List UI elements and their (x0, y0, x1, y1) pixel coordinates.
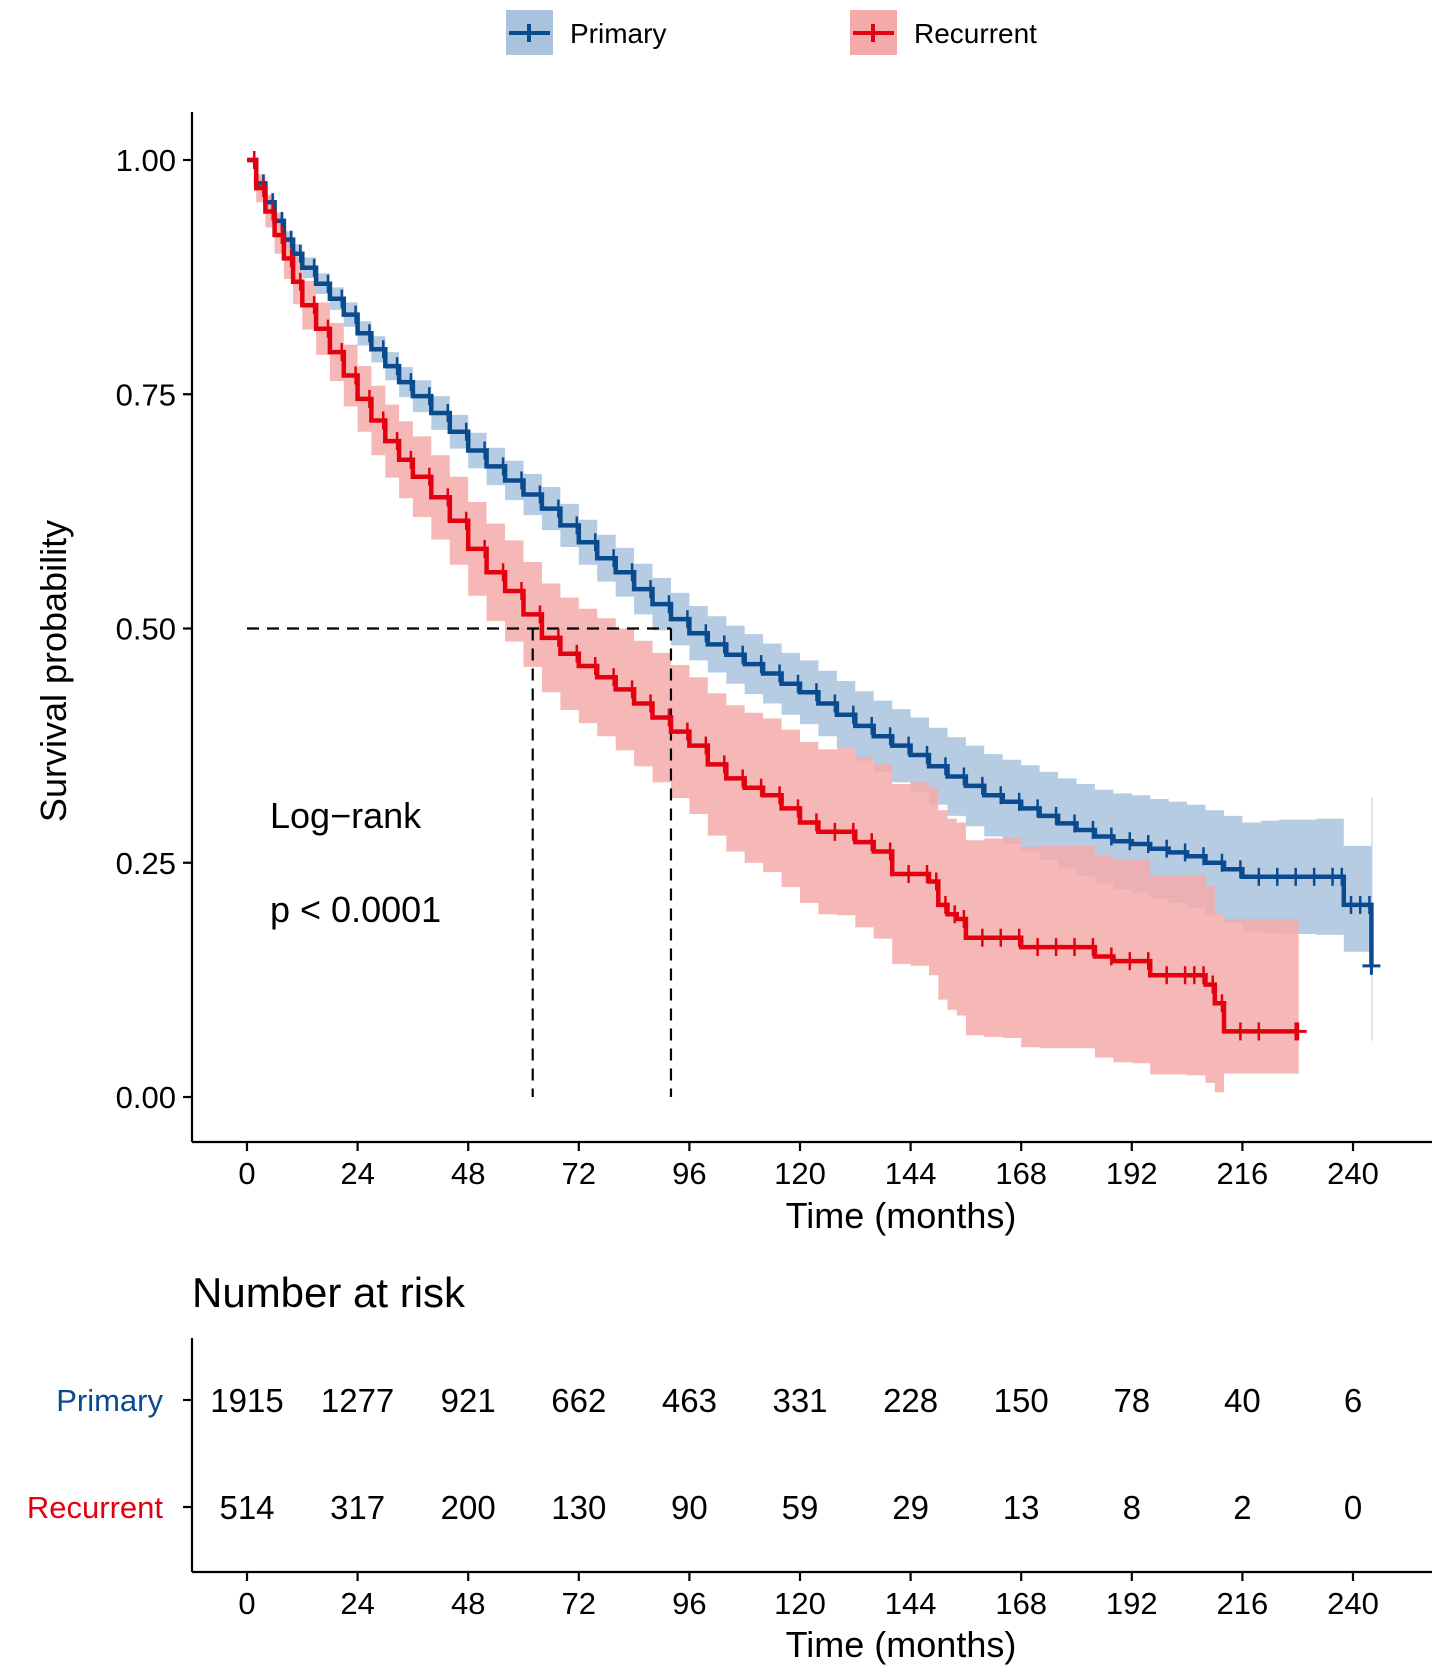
x-tick-label: 240 (1327, 1156, 1379, 1191)
risk-value-recurrent: 0 (1344, 1489, 1362, 1526)
y-axis-title: Survival probability (33, 520, 74, 822)
p-value-label: p < 0.0001 (270, 889, 441, 930)
risk-x-axis-ticks: 0 24 48 72 96 120 144 168 192 216 240 (238, 1572, 1379, 1621)
risk-rows: Primary 1915 1277 921 662 463 331 228 150 78 40 6 Re… (27, 1382, 1362, 1526)
risk-row-label-recurrent: Recurrent (27, 1490, 163, 1525)
risk-table-title: Number at risk (192, 1269, 466, 1316)
risk-value-primary: 1915 (210, 1382, 283, 1419)
risk-value-primary: 6 (1344, 1382, 1362, 1419)
x-tick-label: 120 (774, 1156, 826, 1191)
risk-value-primary: 150 (994, 1382, 1049, 1419)
confidence-band-primary (247, 160, 1373, 1041)
risk-value-recurrent: 200 (441, 1489, 496, 1526)
risk-table: Number at risk Primary 1915 1277 921 662 463 3… (27, 1269, 1432, 1665)
x-tick-label: 24 (340, 1156, 374, 1191)
confidence-bands (247, 160, 1373, 1093)
risk-value-primary: 331 (772, 1382, 827, 1419)
risk-value-primary: 228 (883, 1382, 938, 1419)
y-tick-label: 1.00 (116, 143, 176, 178)
legend: Primary Recurrent (506, 10, 1037, 55)
risk-value-recurrent: 29 (892, 1489, 929, 1526)
risk-x-tick-label: 168 (995, 1586, 1047, 1621)
risk-value-primary: 662 (551, 1382, 606, 1419)
risk-value-recurrent: 130 (551, 1489, 606, 1526)
risk-x-tick-label: 96 (672, 1586, 706, 1621)
risk-value-primary: 78 (1113, 1382, 1150, 1419)
x-axis-ticks: 0 24 48 72 96 120 144 168 192 216 240 (238, 1142, 1379, 1191)
survival-curve-primary (247, 157, 1374, 966)
risk-value-primary: 40 (1224, 1382, 1261, 1419)
risk-value-recurrent: 90 (671, 1489, 708, 1526)
censor-marks (252, 151, 1381, 1041)
risk-value-recurrent: 59 (782, 1489, 819, 1526)
risk-value-recurrent: 514 (219, 1489, 274, 1526)
x-axis-title: Time (months) (786, 1195, 1017, 1236)
x-tick-label: 72 (562, 1156, 596, 1191)
risk-value-recurrent: 8 (1123, 1489, 1141, 1526)
legend-item-recurrent: Recurrent (850, 10, 1037, 55)
risk-row-label-primary: Primary (56, 1383, 163, 1418)
x-tick-label: 192 (1106, 1156, 1158, 1191)
confidence-band-recurrent (247, 160, 1299, 1093)
risk-x-tick-label: 216 (1217, 1586, 1269, 1621)
y-tick-label: 0.00 (116, 1080, 176, 1115)
risk-value-recurrent: 2 (1233, 1489, 1251, 1526)
legend-label-primary: Primary (570, 18, 666, 49)
risk-value-recurrent: 317 (330, 1489, 385, 1526)
risk-x-tick-label: 120 (774, 1586, 826, 1621)
legend-label-recurrent: Recurrent (914, 18, 1037, 49)
risk-value-primary: 921 (441, 1382, 496, 1419)
y-tick-label: 0.75 (116, 377, 176, 412)
survival-curves (247, 157, 1374, 1034)
risk-x-tick-label: 72 (562, 1586, 596, 1621)
x-tick-label: 96 (672, 1156, 706, 1191)
x-tick-label: 0 (238, 1156, 255, 1191)
logrank-label: Log−rank (270, 795, 422, 836)
risk-x-tick-label: 144 (885, 1586, 937, 1621)
risk-value-primary: 463 (662, 1382, 717, 1419)
y-tick-label: 0.50 (116, 612, 176, 647)
x-tick-label: 48 (451, 1156, 485, 1191)
y-axis-ticks: 0.00 0.25 0.50 0.75 1.00 (116, 143, 192, 1115)
x-tick-label: 144 (885, 1156, 937, 1191)
km-plot: 0.00 0.25 0.50 0.75 1.00 0 24 48 72 96 120 144 168 1… (33, 112, 1432, 1236)
x-tick-label: 216 (1217, 1156, 1269, 1191)
risk-x-tick-label: 24 (340, 1586, 374, 1621)
risk-value-primary: 1277 (321, 1382, 394, 1419)
risk-x-axis-title: Time (months) (786, 1624, 1017, 1665)
risk-x-tick-label: 0 (238, 1586, 255, 1621)
risk-x-tick-label: 240 (1327, 1586, 1379, 1621)
legend-item-primary: Primary (506, 10, 666, 55)
median-lines (247, 627, 673, 1097)
y-tick-label: 0.25 (116, 846, 176, 881)
x-tick-label: 168 (995, 1156, 1047, 1191)
risk-x-tick-label: 48 (451, 1586, 485, 1621)
risk-value-recurrent: 13 (1003, 1489, 1040, 1526)
risk-x-tick-label: 192 (1106, 1586, 1158, 1621)
survival-curve-recurrent (247, 157, 1298, 1034)
